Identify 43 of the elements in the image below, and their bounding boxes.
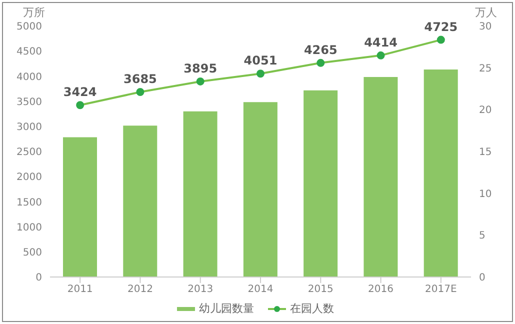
x-tick-label: 2015	[308, 284, 334, 296]
data-label: 4265	[304, 42, 338, 57]
bar	[123, 126, 158, 277]
x-tick-label: 2016	[368, 284, 394, 296]
bar	[424, 70, 458, 277]
data-label: 3685	[124, 72, 157, 86]
y-tick-label: 500	[22, 247, 42, 258]
bar	[304, 90, 338, 277]
y2-tick-label: 30	[479, 22, 492, 33]
x-tick-label: 2014	[248, 284, 274, 296]
y2-tick-label: 10	[479, 188, 492, 200]
legend-label: 幼儿园数量	[198, 301, 254, 316]
legend-label: 在园人数	[289, 301, 334, 316]
y2-tick-label: 25	[479, 63, 492, 74]
y-tick-label: 3000	[16, 122, 42, 133]
y-tick-label: 5000	[16, 22, 42, 33]
y-tick-label: 4000	[16, 72, 42, 83]
bar	[364, 77, 398, 277]
data-label: 4414	[364, 35, 398, 50]
y2-tick-label: 20	[479, 105, 492, 116]
y2-axis-title: 万人	[475, 6, 497, 19]
x-tick-label: 2013	[188, 284, 214, 296]
data-label: 3895	[184, 61, 218, 76]
y-tick-label: 2000	[16, 172, 42, 184]
y-tick-label: 2500	[16, 147, 42, 158]
data-label: 4051	[244, 54, 278, 68]
bar	[183, 111, 218, 277]
y-tick-label: 3500	[16, 96, 42, 108]
y-axis-title: 万所	[23, 6, 45, 19]
x-tick-label: 2012	[127, 284, 153, 296]
y-tick-label: 1500	[16, 197, 42, 208]
x-tick-label: 2017E	[425, 284, 457, 296]
y-tick-label: 0	[36, 272, 42, 284]
x-tick-label: 2011	[67, 284, 93, 296]
data-label: 3424	[63, 85, 97, 100]
y2-tick-label: 15	[479, 147, 492, 158]
y2-tick-label: 0	[479, 272, 486, 284]
y2-tick-label: 5	[479, 230, 486, 242]
bar	[63, 137, 97, 277]
data-label: 4725	[424, 20, 458, 34]
y-tick-label: 4500	[16, 46, 42, 58]
bar	[243, 102, 278, 277]
y-tick-label: 1000	[16, 222, 42, 234]
